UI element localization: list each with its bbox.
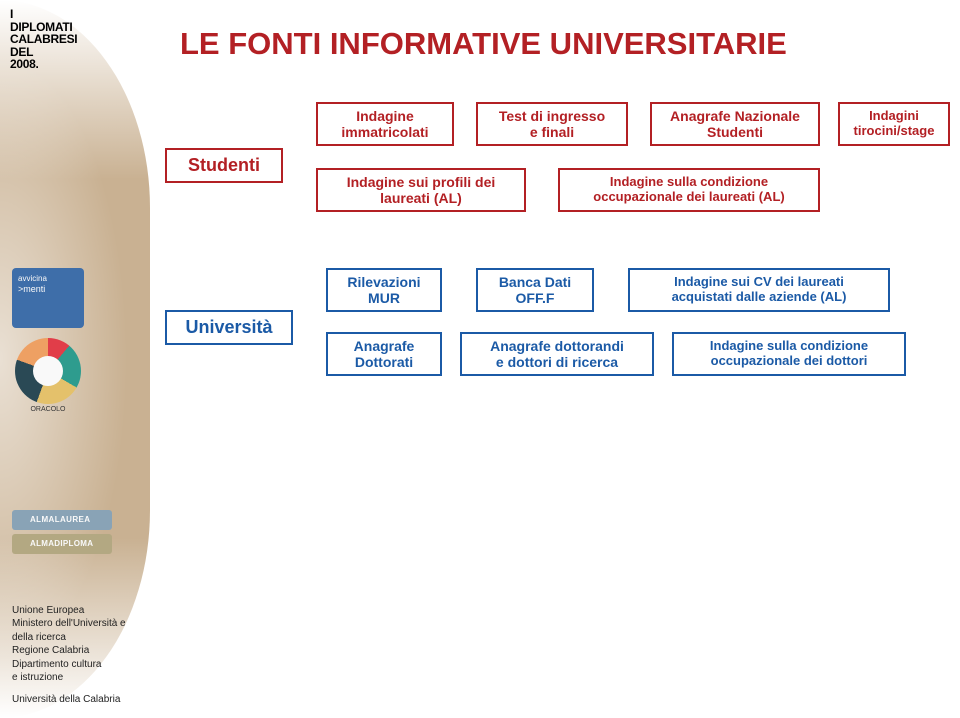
- box-indagine-immatricolati: Indagineimmatricolati: [316, 102, 454, 146]
- category-studenti: Studenti: [165, 148, 283, 183]
- oracolo-label: ORACOLO: [15, 406, 81, 413]
- credits-line: Ministero dell'Università e: [12, 617, 126, 631]
- category-universita: Università: [165, 310, 293, 345]
- wordmark-logo: I DIPLOMATI CALABRESI DEL 2008.: [10, 8, 77, 71]
- box-indagine-cv: Indagine sui CV dei laureatiacquistati d…: [628, 268, 890, 312]
- side-badge-almalaurea: [12, 510, 112, 530]
- credits-line: e istruzione: [12, 671, 126, 685]
- credits-line: della ricerca: [12, 631, 126, 645]
- box-indagini-tirocini: Indaginitirocini/stage: [838, 102, 950, 146]
- wordmark-line: 2008.: [10, 58, 77, 71]
- box-anagrafe-dottorandi: Anagrafe dottorandie dottori di ricerca: [460, 332, 654, 376]
- page-title: LE FONTI INFORMATIVE UNIVERSITARIE: [180, 26, 787, 62]
- credits-line: Regione Calabria: [12, 644, 126, 658]
- footer-credits: Unione Europea Ministero dell'Università…: [12, 604, 126, 707]
- oracolo-icon: [15, 338, 81, 404]
- credits-line: Dipartimento cultura: [12, 658, 126, 672]
- credits-line: Università della Calabria: [12, 693, 126, 707]
- box-test-ingresso: Test di ingressoe finali: [476, 102, 628, 146]
- side-badge-almadiploma: [12, 534, 112, 554]
- box-indagine-profili: Indagine sui profili deilaureati (AL): [316, 168, 526, 212]
- wordmark-line: I: [10, 8, 77, 21]
- box-banca-dati-off: Banca DatiOFF.F: [476, 268, 594, 312]
- side-badge-avvicina: [12, 268, 84, 328]
- box-condizione-occupazionale-dottori: Indagine sulla condizioneoccupazionale d…: [672, 332, 906, 376]
- box-anagrafe-dottorati: AnagrafeDottorati: [326, 332, 442, 376]
- side-badge-oracolo: ORACOLO: [15, 338, 81, 404]
- box-condizione-occupazionale-laureati: Indagine sulla condizioneoccupazionale d…: [558, 168, 820, 212]
- wordmark-line: CALABRESI: [10, 33, 77, 46]
- box-rilevazioni-mur: RilevazioniMUR: [326, 268, 442, 312]
- credits-line: Unione Europea: [12, 604, 126, 618]
- box-anagrafe-nazionale: Anagrafe NazionaleStudenti: [650, 102, 820, 146]
